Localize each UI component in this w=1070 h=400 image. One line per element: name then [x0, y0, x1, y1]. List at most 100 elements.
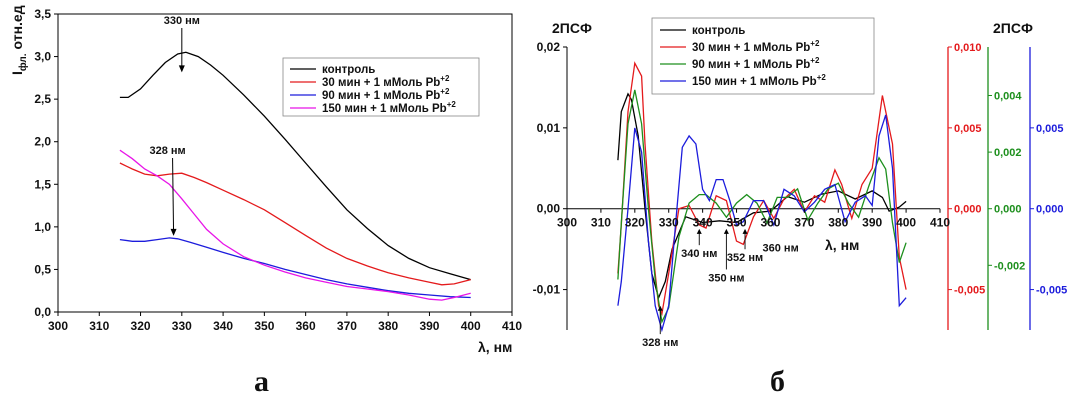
chart-b-x-tick-label: 350 [727, 216, 747, 230]
chart-b-y-ticks: -0,01 0,00 0,01 0,02 [533, 40, 567, 297]
chart-b-right-tick-label: 0,005 [954, 123, 982, 135]
chart-a-legend-name: контроль [322, 64, 375, 76]
chart-b-legend-label: 30 мин + 1 мМоль Pb+2 [692, 39, 820, 54]
chart-b-right-tick-label: 0,004 [994, 91, 1022, 103]
chart-b-x-tick-label: 400 [896, 216, 916, 230]
chart-a-y-tick-label: 0,0 [34, 305, 51, 319]
chart-b-annotation: 328 нм [642, 337, 678, 349]
chart-a-legend-item: 90 мин + 1 мМоль Pb+2 [290, 87, 450, 102]
chart-b-y-label-left: 2ПСФ [552, 20, 592, 36]
panel-label-b: б [770, 365, 785, 398]
chart-a-y-tick-label: 0,5 [34, 262, 51, 276]
chart-a-x-tick-label: 400 [461, 319, 481, 333]
chart-b-y-tick-label: 0,02 [537, 40, 561, 54]
chart-b-legend-sup: +2 [810, 56, 820, 65]
chart-a-y-tick-label: 1,5 [34, 177, 51, 191]
chart-b-x-tick-label: 360 [760, 216, 780, 230]
chart-a-legend-name: 90 мин + 1 мМоль Pb [322, 90, 440, 102]
chart-b-annotation: 360 нм [763, 243, 799, 255]
chart-a-x-tick-label: 300 [48, 319, 68, 333]
chart-b-right-tick-label: -0,002 [994, 260, 1025, 272]
chart-a-series [119, 51, 471, 301]
chart-b-x-tick-label: 320 [625, 216, 645, 230]
chart-b-x-tick-label: 370 [794, 216, 814, 230]
chart-b-y-tick-label: 0,00 [537, 202, 561, 216]
chart-a-x-tick-label: 390 [419, 319, 439, 333]
chart-b-series-line [617, 114, 907, 333]
chart-a-x-label: λ, нм [478, 339, 512, 355]
chart-a-y-tick-label: 2,5 [34, 92, 51, 106]
chart-b-legend-sup: +2 [810, 39, 820, 48]
chart-a-annotation: 330 нм [164, 15, 200, 27]
chart-b-legend-label: контроль [692, 25, 745, 37]
chart-b-right-tick-label: -0,005 [954, 285, 985, 297]
chart-b-legend-sup: +2 [817, 73, 827, 82]
chart-a-legend-label: контроль [322, 64, 375, 76]
chart-b-legend-name: 150 мин + 1 мМоль Pb [692, 76, 817, 88]
chart-a-legend-label: 90 мин + 1 мМоль Pb+2 [322, 87, 450, 102]
chart-a-y-ticks: 0,0 0,5 1,0 1,5 2,0 2,5 3,0 3,5 [34, 7, 58, 319]
chart-b-legend-label: 150 мин + 1 мМоль Pb+2 [692, 73, 826, 88]
chart-a-series-line [119, 162, 471, 286]
chart-a-x-tick-label: 340 [213, 319, 233, 333]
chart-b-right-tick-label: 0,000 [954, 204, 982, 216]
chart-b-series-line [617, 61, 907, 317]
chart-a-x-tick-label: 360 [296, 319, 316, 333]
chart-a-frame [57, 13, 513, 313]
chart-b-legend-name: 90 мин + 1 мМоль Pb [692, 59, 810, 71]
chart-b-right-tick-label: 0,000 [1036, 204, 1064, 216]
chart-b-series [617, 61, 907, 333]
chart-b-x-tick-label: 340 [693, 216, 713, 230]
chart-b-x-tick-label: 330 [659, 216, 679, 230]
chart-b-series-line [617, 89, 907, 325]
chart-b-legend-item: 150 мин + 1 мМоль Pb+2 [660, 73, 826, 88]
chart-b-x-tick-label: 410 [930, 216, 950, 230]
chart-b-x-ticks: 300 310 320 330 340 350 360 370 380 390 400 410 [557, 208, 950, 230]
chart-b-x-tick-label: 310 [591, 216, 611, 230]
chart-a-series-line [119, 149, 471, 301]
chart-a-x-tick-label: 310 [89, 319, 109, 333]
chart-b-annotation-arrowhead [742, 228, 748, 234]
chart-b-right-tick-label: 0,002 [994, 147, 1022, 159]
chart-b-legend-label: 90 мин + 1 мМоль Pb+2 [692, 56, 820, 71]
chart-a-annotation-arrowhead [170, 228, 177, 236]
chart-b-series-line [617, 92, 907, 300]
chart-b-annotation-arrowhead [696, 228, 702, 234]
chart-b-annotation: 352 нм [727, 252, 763, 264]
chart-a-legend-sup: +2 [447, 100, 457, 109]
chart-a-y-tick-label: 3,0 [34, 50, 51, 64]
chart-a-legend-sup: +2 [440, 74, 450, 83]
chart-b-x-label: λ, нм [825, 237, 859, 253]
chart-b-right-tick-label: -0,005 [1036, 285, 1067, 297]
chart-a-x-tick-label: 320 [131, 319, 151, 333]
chart-a-x-ticks: 300 310 320 330 340 350 360 370 380 390 400 410 [48, 312, 522, 333]
chart-b-axes [566, 47, 1031, 330]
panel-label-a: а [254, 365, 269, 398]
chart-a-x-tick-label: 410 [502, 319, 522, 333]
chart-b-legend-box [651, 17, 875, 95]
chart-a-legend-sup: +2 [440, 87, 450, 96]
chart-b-y-label-right: 2ПСФ [993, 20, 1033, 36]
chart-b: 300 310 320 330 340 350 360 370 380 390 400 410 -0,… [533, 17, 1067, 349]
chart-a-legend-item: 30 мин + 1 мМоль Pb+2 [290, 74, 450, 89]
chart-b-annotation: 340 нм [681, 248, 717, 260]
chart-b-legend-name: контроль [692, 25, 745, 37]
chart-b-right-tick-label: 0,005 [1036, 123, 1064, 135]
chart-a-x-tick-label: 380 [378, 319, 398, 333]
chart-a-legend-item: контроль [290, 64, 375, 76]
chart-a: 300 310 320 330 340 350 360 370 380 390 400 410 0,0… [9, 5, 522, 355]
chart-a-annotation-arrow [172, 157, 175, 233]
chart-a-x-tick-label: 330 [172, 319, 192, 333]
chart-a-y-tick-label: 1,0 [34, 220, 51, 234]
chart-a-annotation: 328 нм [149, 145, 185, 157]
chart-a-y-label: Iфл.отн.ед [9, 5, 29, 75]
chart-a-legend-label: 150 мин + 1 мМоль Pb+2 [322, 100, 456, 115]
chart-a-x-tick-label: 350 [254, 319, 274, 333]
chart-b-legend-name: 30 мин + 1 мМоль Pb [692, 42, 810, 54]
chart-b-annotation: 350 нм [708, 272, 744, 284]
chart-b-annotation-arrowhead [723, 228, 729, 234]
